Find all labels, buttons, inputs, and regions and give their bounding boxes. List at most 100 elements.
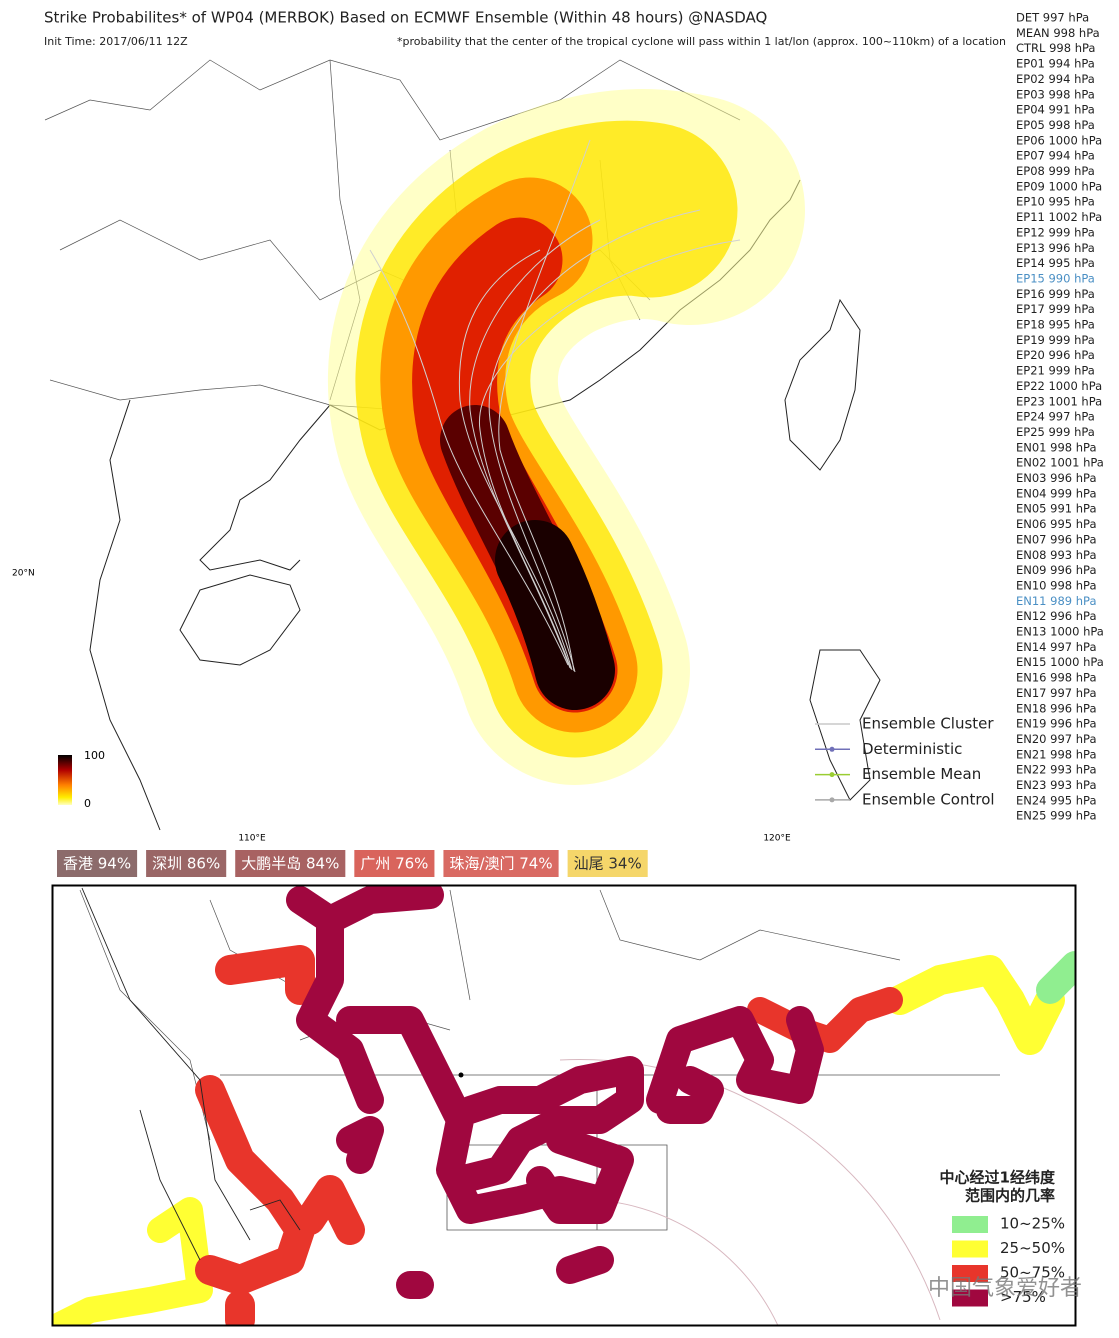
member-label: EN16 998 hPa [1016, 671, 1097, 685]
prob-legend-title: 中心经过1经纬度 [940, 1169, 1056, 1187]
city-badge [567, 850, 648, 877]
legend-label: Ensemble Mean [862, 765, 981, 783]
member-label: EP01 994 hPa [1016, 57, 1095, 71]
prob-swatch [952, 1216, 988, 1233]
member-label: EP03 998 hPa [1016, 87, 1095, 101]
coastline [199, 404, 331, 571]
member-label: EN12 996 hPa [1016, 609, 1097, 623]
province-border [44, 59, 741, 141]
city-label: 深圳 86% [152, 855, 220, 873]
member-label: EN05 991 hPa [1016, 502, 1097, 516]
member-label: EP10 995 hPa [1016, 195, 1095, 209]
member-label: EP06 1000 hPa [1016, 133, 1102, 147]
legend-dot [829, 746, 835, 752]
member-label: EN08 993 hPa [1016, 548, 1097, 562]
member-label: EN07 996 hPa [1016, 532, 1097, 546]
prob-label: >75% [1000, 1288, 1046, 1306]
prob-swatch [952, 1240, 988, 1258]
city-badge [146, 850, 227, 877]
city-badge [443, 850, 559, 877]
lon-label: 120°E [763, 834, 791, 844]
member-label: EP17 999 hPa [1016, 302, 1095, 316]
colorbar-max: 100 [84, 749, 105, 762]
legend-dot [829, 797, 835, 803]
bottom-frame [51, 884, 1077, 1327]
member-label: EP12 999 hPa [1016, 225, 1095, 239]
coastline [89, 399, 161, 831]
member-label: EP16 999 hPa [1016, 287, 1095, 301]
member-label: EN06 995 hPa [1016, 517, 1097, 531]
borders [79, 889, 901, 1141]
colorbar-min: 0 [84, 797, 91, 810]
prob-label: 10~25% [1000, 1215, 1065, 1233]
member-label: EP23 1001 hPa [1016, 394, 1102, 408]
top-map [44, 59, 881, 831]
member-label: EN25 999 hPa [1016, 809, 1097, 823]
lon-label: 110°E [238, 834, 266, 844]
prob-label: 50~75% [1000, 1264, 1065, 1282]
lat-label: 20°N [12, 569, 35, 579]
member-label: EN24 995 hPa [1016, 793, 1097, 807]
member-label: EP14 995 hPa [1016, 256, 1095, 270]
prob-band [53, 886, 1075, 1325]
member-label: EP05 998 hPa [1016, 118, 1095, 132]
member-label: EN09 996 hPa [1016, 563, 1097, 577]
member-label: EN21 998 hPa [1016, 747, 1097, 761]
member-label: EP24 997 hPa [1016, 410, 1095, 424]
member-label: EN22 993 hPa [1016, 763, 1097, 777]
member-label: EN04 999 hPa [1016, 486, 1097, 500]
city-dot [458, 1072, 464, 1078]
member-label: EP19 999 hPa [1016, 333, 1095, 347]
taiwan [784, 298, 861, 471]
hainan [179, 574, 301, 666]
member-label: EN02 1001 hPa [1016, 456, 1104, 470]
member-label: EP08 999 hPa [1016, 164, 1095, 178]
member-label: MEAN 998 hPa [1016, 26, 1100, 40]
member-label: EP15 990 hPa [1016, 271, 1095, 285]
member-label: CTRL 998 hPa [1016, 41, 1095, 55]
prob-swatch [952, 1289, 988, 1307]
member-label: EN18 996 hPa [1016, 701, 1097, 715]
member-label: EP25 999 hPa [1016, 425, 1095, 439]
legend-dot [829, 772, 835, 778]
city-badge [57, 850, 138, 877]
title: Strike Probabilites* of WP04 (MERBOK) Ba… [44, 9, 767, 27]
prob-legend-title: 范围内的几率 [965, 1187, 1055, 1205]
city-badges: 香港 94% 深圳 86% 大鹏半岛 84% 广州 76% 珠海/澳门 74% 汕尾 34… [57, 850, 648, 877]
member-label: EN20 997 hPa [1016, 732, 1097, 746]
member-label: EN01 998 hPa [1016, 440, 1097, 454]
member-label: EP21 999 hPa [1016, 364, 1095, 378]
member-label: EN13 1000 hPa [1016, 625, 1104, 639]
legend-label: Ensemble Control [862, 790, 995, 808]
track-legend: Ensemble Cluster Deterministic Ensemble Me… [815, 715, 995, 808]
coastline [81, 887, 301, 1261]
luzon [809, 649, 881, 801]
member-label: EP22 1000 hPa [1016, 379, 1102, 393]
city-label: 大鹏半岛 84% [241, 855, 339, 873]
prob-swatch [952, 1265, 988, 1282]
member-label: EP18 995 hPa [1016, 318, 1095, 332]
member-label: EN19 996 hPa [1016, 717, 1097, 731]
city-label: 珠海/澳门 74% [449, 855, 552, 873]
member-label: DET 997 hPa [1016, 11, 1089, 25]
member-label: EP04 991 hPa [1016, 103, 1095, 117]
member-label: EP07 994 hPa [1016, 149, 1095, 163]
member-label: EN23 993 hPa [1016, 778, 1097, 792]
member-label: EN03 996 hPa [1016, 471, 1097, 485]
colorbar [58, 755, 72, 805]
legend-label: Ensemble Cluster [862, 715, 994, 733]
member-label: EN17 997 hPa [1016, 686, 1097, 700]
city-label: 广州 76% [360, 855, 428, 873]
bottom-map [51, 884, 1077, 1327]
prob-label: 25~50% [1000, 1239, 1065, 1257]
city-badge [235, 850, 346, 877]
member-label: EP20 996 hPa [1016, 348, 1095, 362]
member-label: EP09 1000 hPa [1016, 179, 1102, 193]
city-label: 香港 94% [63, 855, 131, 873]
member-label: EN15 1000 hPa [1016, 655, 1104, 669]
city-badge [354, 850, 435, 877]
member-label: EP02 994 hPa [1016, 72, 1095, 86]
member-label: EP11 1002 hPa [1016, 210, 1102, 224]
